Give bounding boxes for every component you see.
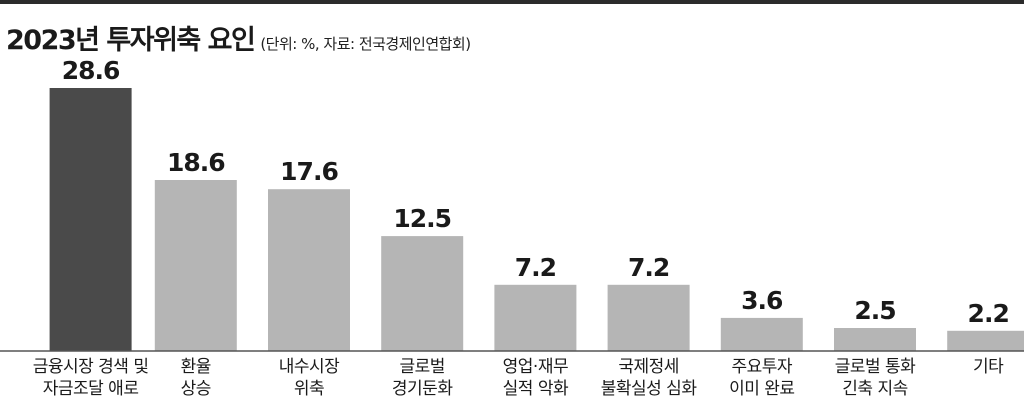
value-label-3: 12.5 <box>393 204 451 233</box>
value-label-4: 7.2 <box>515 253 556 282</box>
category-label-5-1: 불확실성 심화 <box>601 379 698 399</box>
value-label-5: 7.2 <box>628 253 669 282</box>
top-rule <box>0 0 1024 4</box>
category-label-5-0: 국제정세 <box>618 357 679 377</box>
bar-3 <box>381 236 464 351</box>
value-label-7: 2.5 <box>854 296 895 325</box>
category-label-3-1: 경기둔화 <box>392 379 453 399</box>
category-label-4-0: 영업·재무 <box>503 357 568 377</box>
value-label-1: 18.6 <box>167 148 225 177</box>
category-label-3-0: 글로벌 <box>399 357 444 377</box>
bar-0 <box>49 88 132 351</box>
category-label-6-1: 이미 완료 <box>729 379 794 399</box>
category-label-7-0: 글로벌 통화 <box>835 357 916 377</box>
bar-4 <box>494 284 577 351</box>
chart-header: 2023년 투자위축 요인 (단위: %, 자료: 전국경제인연합회) <box>6 18 471 57</box>
chart-title: 2023년 투자위축 요인 <box>6 25 256 56</box>
bar-1 <box>154 180 237 351</box>
bar-7 <box>834 328 916 351</box>
category-label-2-1: 위축 <box>294 379 324 399</box>
bar-6 <box>720 317 803 351</box>
category-label-2-0: 내수시장 <box>279 357 340 377</box>
value-label-0: 28.6 <box>62 56 120 85</box>
category-label-1-0: 환율 <box>181 357 211 377</box>
bar-5 <box>607 284 690 351</box>
category-label-8-0: 기타 <box>973 357 1004 377</box>
category-label-0-1: 자금조달 애로 <box>43 379 139 399</box>
value-label-8: 2.2 <box>968 299 1009 328</box>
category-label-1-1: 상승 <box>181 379 211 399</box>
bar-2 <box>268 189 350 351</box>
category-label-4-1: 실적 악화 <box>503 379 569 399</box>
value-label-2: 17.6 <box>280 157 338 186</box>
bar-8 <box>947 330 1024 351</box>
category-label-7-1: 긴축 지속 <box>842 379 907 399</box>
value-label-6: 3.6 <box>741 286 783 315</box>
chart-subtitle: (단위: %, 자료: 전국경제인연합회) <box>260 35 471 53</box>
category-label-0-0: 금융시장 경색 및 <box>33 357 149 377</box>
category-label-6-0: 주요투자 <box>732 357 793 377</box>
